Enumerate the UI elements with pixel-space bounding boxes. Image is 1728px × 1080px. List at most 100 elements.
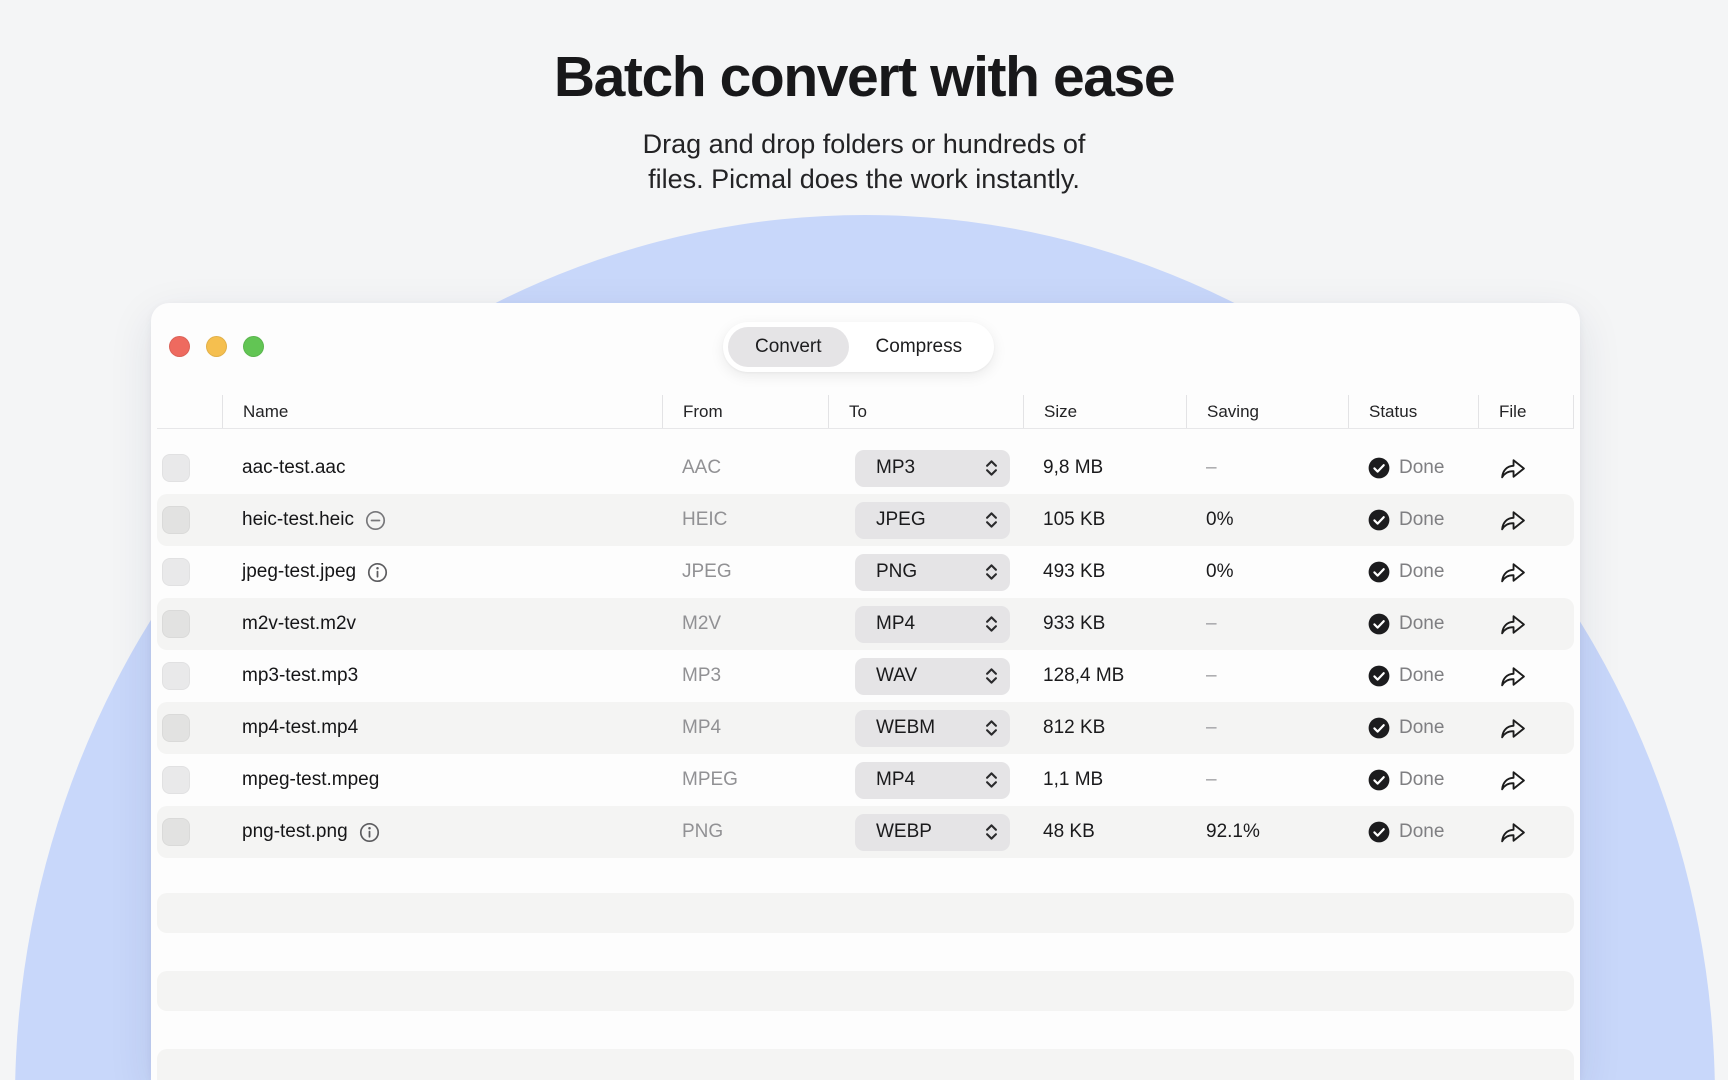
check-circle-icon (1368, 769, 1390, 791)
chevron-up-down-icon (986, 460, 997, 476)
file-cell (1478, 508, 1574, 533)
to-format-select[interactable]: PNG (855, 553, 1010, 591)
status-cell: Done (1348, 821, 1478, 843)
tab-convert-label: Convert (755, 336, 822, 357)
checkbox-cell (157, 454, 222, 482)
status-label: Done (1399, 717, 1445, 738)
column-header-to: To (828, 395, 1023, 428)
row-checkbox[interactable] (162, 558, 190, 586)
row-checkbox[interactable] (162, 662, 190, 690)
to-cell: MP4 (828, 605, 1023, 643)
check-circle-icon (1368, 613, 1390, 635)
column-header-size: Size (1023, 395, 1186, 428)
to-format-value: WEBP (876, 821, 932, 842)
share-arrow-icon[interactable] (1498, 666, 1527, 693)
to-cell: WEBM (828, 709, 1023, 747)
share-arrow-icon[interactable] (1498, 458, 1527, 485)
file-cell (1478, 456, 1574, 481)
status-cell: Done (1348, 717, 1478, 739)
file-name: png-test.png (242, 821, 348, 842)
to-format-value: MP4 (876, 613, 916, 634)
from-format-label: JPEG (682, 561, 732, 582)
row-checkbox[interactable] (162, 506, 190, 534)
name-cell: mpeg-test.mpeg (222, 769, 662, 791)
row-checkbox[interactable] (162, 610, 190, 638)
info-circle-icon[interactable] (367, 562, 388, 583)
traffic-lights (169, 336, 264, 357)
minus-circle-icon[interactable] (365, 510, 386, 531)
column-header-file: File (1478, 395, 1574, 428)
chevron-up-down-icon (986, 616, 997, 632)
row-checkbox[interactable] (162, 714, 190, 742)
check-circle-icon (1368, 509, 1390, 531)
table-header: Name From To Size Saving Status File (157, 395, 1574, 429)
file-name: m2v-test.m2v (242, 613, 357, 634)
saving-label: – (1206, 717, 1217, 738)
file-cell (1478, 664, 1574, 689)
share-arrow-icon[interactable] (1498, 614, 1527, 641)
file-cell (1478, 716, 1574, 741)
to-format-value: WEBM (876, 717, 936, 738)
close-window-button[interactable] (169, 336, 190, 357)
share-arrow-icon[interactable] (1498, 770, 1527, 797)
checkbox-cell (157, 714, 222, 742)
saving-label: 0% (1206, 561, 1234, 582)
to-format-select[interactable]: WEBM (855, 709, 1010, 747)
saving-label: 92.1% (1206, 821, 1260, 842)
chevron-up-down-icon (986, 564, 997, 580)
status-label: Done (1399, 509, 1445, 530)
info-circle-icon[interactable] (359, 822, 380, 843)
from-format-label: PNG (682, 821, 724, 842)
name-cell: jpeg-test.jpeg (222, 561, 662, 583)
file-name: mp3-test.mp3 (242, 665, 359, 686)
table-row: mpeg-test.mpeg MPEG MP4 (157, 754, 1574, 806)
name-cell: mp3-test.mp3 (222, 665, 662, 687)
share-arrow-icon[interactable] (1498, 822, 1527, 849)
hero-section: Batch convert with ease Drag and drop fo… (0, 44, 1728, 197)
checkbox-cell (157, 766, 222, 794)
row-checkbox[interactable] (162, 454, 190, 482)
status-cell: Done (1348, 457, 1478, 479)
app-window: Convert Compress Name From To Size Savin… (151, 303, 1580, 1080)
checkbox-cell (157, 662, 222, 690)
check-circle-icon (1368, 457, 1390, 479)
table-row: mp3-test.mp3 MP3 WAV (157, 650, 1574, 702)
row-checkbox[interactable] (162, 818, 190, 846)
file-cell (1478, 612, 1574, 637)
to-format-select[interactable]: WAV (855, 657, 1010, 695)
zoom-window-button[interactable] (243, 336, 264, 357)
name-cell: aac-test.aac (222, 457, 662, 479)
tab-compress[interactable]: Compress (849, 327, 990, 367)
to-format-select[interactable]: MP4 (855, 761, 1010, 799)
share-arrow-icon[interactable] (1498, 562, 1527, 589)
to-format-select[interactable]: MP4 (855, 605, 1010, 643)
status-label: Done (1399, 613, 1445, 634)
file-size-label: 105 KB (1043, 509, 1106, 530)
file-cell (1478, 768, 1574, 793)
share-arrow-icon[interactable] (1498, 510, 1527, 537)
check-circle-icon (1368, 665, 1390, 687)
minimize-window-button[interactable] (206, 336, 227, 357)
to-format-select[interactable]: JPEG (855, 501, 1010, 539)
column-header-status: Status (1348, 395, 1478, 428)
checkbox-cell (157, 506, 222, 534)
to-format-select[interactable]: MP3 (855, 449, 1010, 487)
file-cell (1478, 820, 1574, 845)
status-label: Done (1399, 769, 1445, 790)
to-format-select[interactable]: WEBP (855, 813, 1010, 851)
empty-row (157, 971, 1574, 1011)
share-arrow-icon[interactable] (1498, 718, 1527, 745)
status-label: Done (1399, 561, 1445, 582)
saving-label: 0% (1206, 509, 1234, 530)
file-size-label: 9,8 MB (1043, 457, 1104, 478)
from-format-label: M2V (682, 613, 722, 634)
check-circle-icon (1368, 821, 1390, 843)
tab-compress-label: Compress (875, 336, 963, 357)
table-row: heic-test.heic HEIC JPEG (157, 494, 1574, 546)
check-circle-icon (1368, 717, 1390, 739)
to-cell: WAV (828, 657, 1023, 695)
row-checkbox[interactable] (162, 766, 190, 794)
tab-convert[interactable]: Convert (728, 327, 849, 367)
table-row: jpeg-test.jpeg JPEG PNG (157, 546, 1574, 598)
